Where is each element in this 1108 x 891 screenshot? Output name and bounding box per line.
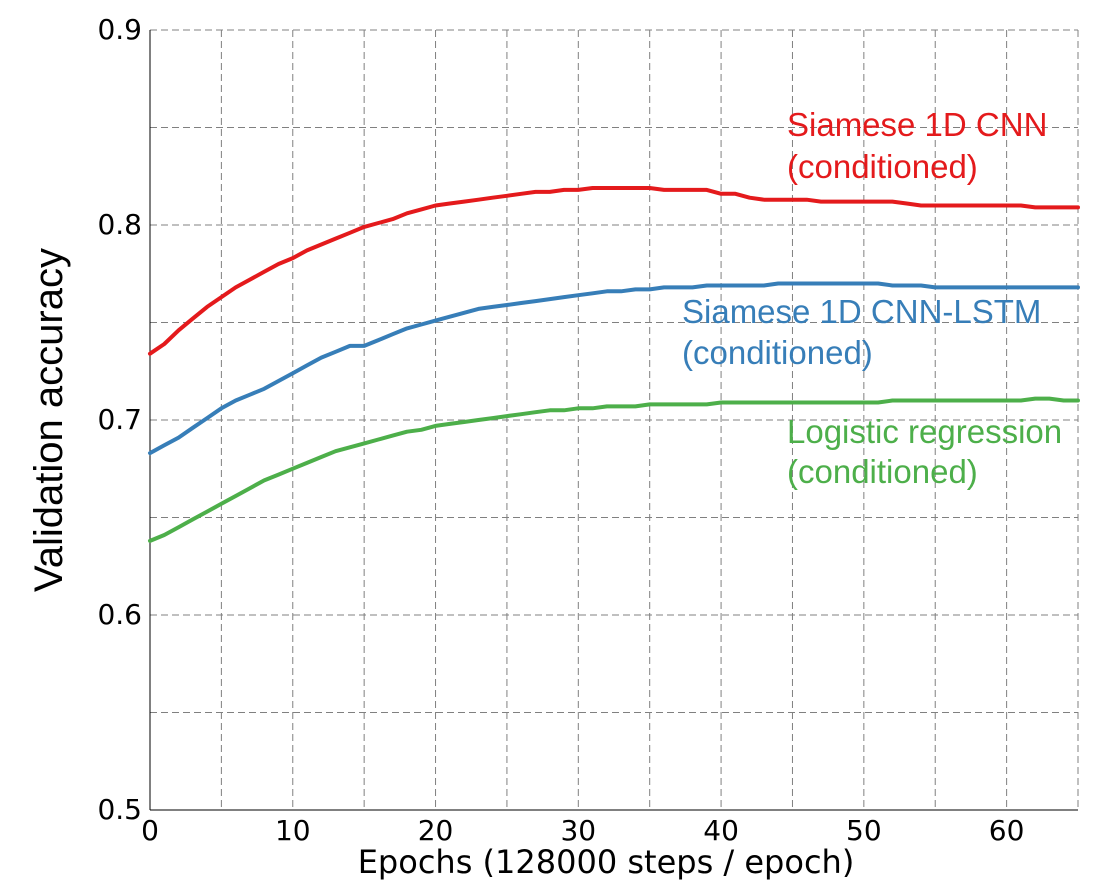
- y-tick-label: 0.9: [97, 13, 142, 46]
- x-tick-label: 50: [846, 814, 882, 847]
- series-label-siamese-cnn-line2: (conditioned): [787, 148, 978, 185]
- series-line-logistic-regression: [148, 396, 1080, 543]
- y-tick-label: 0.8: [97, 208, 142, 241]
- series-label-siamese-cnn-line1: Siamese 1D CNN: [787, 106, 1047, 143]
- series-lines: [148, 186, 1080, 543]
- x-tick-label: 40: [703, 814, 739, 847]
- y-axis-label: Validation accuracy: [27, 248, 71, 592]
- series-label-logistic-regression-line2: (conditioned): [787, 453, 978, 490]
- y-tick-label: 0.6: [97, 598, 142, 631]
- grid: [150, 29, 1079, 810]
- series-label-siamese-cnn-lstm-line1: Siamese 1D CNN-LSTM: [682, 293, 1041, 330]
- series-label-siamese-cnn-lstm-line2: (conditioned): [682, 334, 873, 371]
- y-tick-labels: 0.5 0.6 0.7 0.8 0.9: [97, 13, 142, 826]
- x-tick-labels: 0 10 20 30 40 50 60: [141, 814, 1024, 847]
- series-labels: Siamese 1D CNN (conditioned) Siamese 1D …: [682, 106, 1062, 490]
- axes: [149, 30, 1078, 811]
- series-line-siamese-1d-cnn-lstm: [148, 281, 1080, 456]
- x-tick-label: 30: [560, 814, 596, 847]
- series-line-siamese-1d-cnn: [148, 186, 1080, 356]
- x-tick-label: 10: [275, 814, 311, 847]
- y-tick-label: 0.5: [97, 793, 142, 826]
- x-axis-label: Epochs (128000 steps / epoch): [358, 843, 855, 881]
- x-tick-label: 60: [989, 814, 1025, 847]
- x-tick-label: 0: [141, 814, 159, 847]
- y-tick-label: 0.7: [97, 403, 142, 436]
- x-tick-label: 20: [418, 814, 454, 847]
- series-label-logistic-regression-line1: Logistic regression: [787, 413, 1062, 450]
